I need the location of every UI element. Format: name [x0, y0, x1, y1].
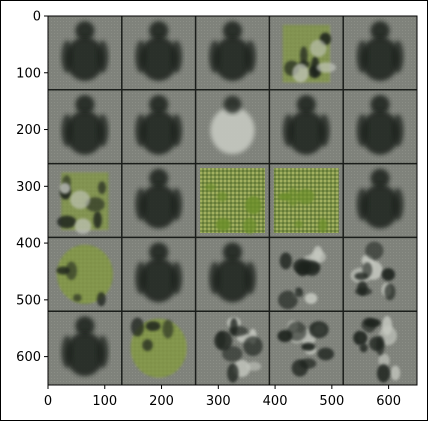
image-tile	[269, 16, 344, 90]
x-tick-label: 200	[149, 394, 174, 409]
image-tile	[343, 89, 417, 164]
image-tile	[343, 237, 417, 312]
image-tiles	[48, 16, 417, 385]
image-tile	[343, 311, 417, 385]
x-axis: 0 100 200 300 400 500 600	[44, 385, 401, 409]
image-tile	[121, 163, 196, 238]
image-tile	[48, 89, 122, 164]
image-tile	[195, 16, 270, 90]
y-tick-label: 0	[33, 10, 41, 25]
y-tick-label: 100	[16, 66, 41, 81]
image-tile	[48, 311, 122, 385]
image-tile	[269, 163, 344, 238]
x-tick-label: 100	[92, 394, 117, 409]
y-tick-label: 500	[16, 293, 41, 308]
x-tick-label: 400	[263, 394, 288, 409]
image-tile	[269, 237, 344, 312]
image-tile	[121, 311, 196, 385]
image-tile	[48, 16, 122, 90]
y-tick-label: 200	[16, 123, 41, 138]
x-tick-label: 0	[44, 394, 52, 409]
image-tile	[269, 89, 344, 164]
y-tick-label: 400	[16, 237, 41, 252]
image-tile	[195, 311, 270, 385]
image-tile	[48, 163, 122, 238]
y-tick-label: 300	[16, 180, 41, 195]
image-tile	[121, 16, 196, 90]
image-tile	[195, 237, 270, 312]
y-axis: 0 100 200 300 400 500 600	[16, 10, 48, 365]
x-tick-label: 500	[319, 394, 344, 409]
image-tile	[269, 311, 344, 385]
axes-border	[47, 15, 418, 386]
image-tile	[343, 16, 417, 90]
x-tick-label: 600	[376, 394, 401, 409]
image-tile	[195, 89, 270, 164]
tile-separators	[48, 16, 417, 385]
image-tile	[48, 237, 122, 312]
x-tick-label: 300	[206, 394, 231, 409]
image-tile	[121, 89, 196, 164]
image-tile	[121, 237, 196, 312]
image-tile	[195, 163, 270, 238]
image-axes	[47, 15, 418, 386]
y-tick-label: 600	[16, 350, 41, 365]
image-tile	[343, 163, 417, 238]
